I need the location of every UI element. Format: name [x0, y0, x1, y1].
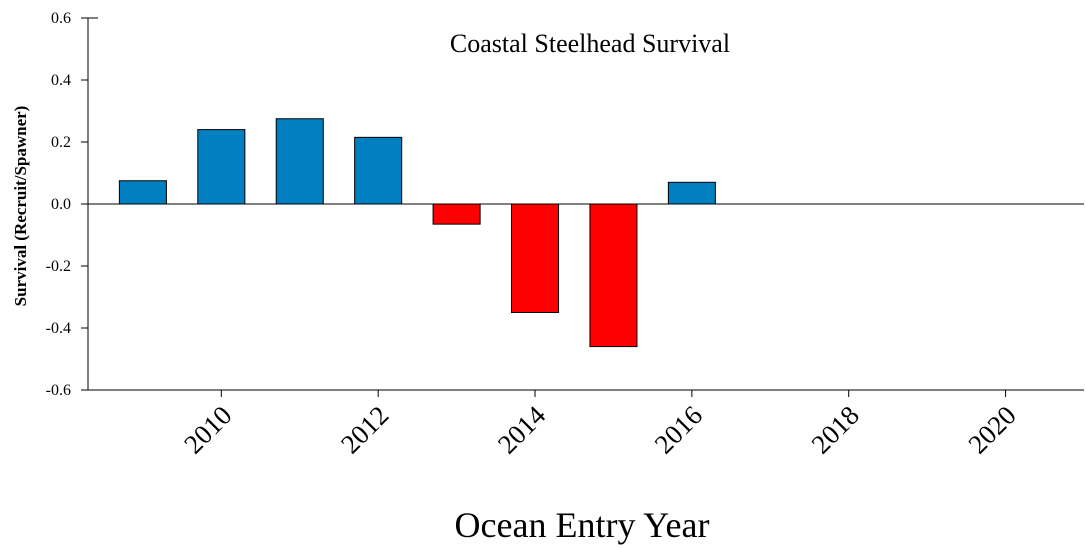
bar-2013	[432, 203, 481, 225]
bar-2011	[275, 118, 324, 205]
x-tick-label: 2010	[178, 400, 237, 459]
x-tick-label: 2018	[806, 400, 865, 459]
bar-2012	[354, 136, 403, 205]
x-tick-label: 2020	[962, 400, 1021, 459]
bar-2014	[510, 203, 560, 313]
y-tick-label: -0.4	[46, 320, 71, 337]
y-tick-label: -0.6	[46, 382, 71, 399]
y-tick-label: 0.6	[51, 10, 71, 27]
bar-2016	[667, 181, 716, 205]
x-axis-label: Ocean Entry Year	[455, 505, 710, 545]
x-tick-label: 2012	[335, 400, 394, 459]
chart-title: Coastal Steelhead Survival	[450, 29, 730, 58]
y-tick-label: 0.2	[51, 134, 71, 151]
bar-2009	[118, 180, 167, 205]
bars-group	[118, 118, 716, 348]
y-tick-label: -0.2	[46, 258, 71, 275]
y-axis-label: Survival (Recruit/Spawner)	[11, 106, 30, 307]
bar-2015	[589, 203, 638, 348]
y-tick-label: 0.4	[51, 72, 71, 89]
bar-2010	[197, 129, 246, 205]
x-tick-label: 2014	[492, 400, 552, 460]
y-ticks: -0.6 -0.4 -0.2 0.0 0.2 0.4 0.6	[46, 10, 88, 399]
x-tick-label: 2016	[649, 400, 708, 459]
x-ticks: 2010 2012 2014 2016 2018 2020	[178, 390, 1022, 459]
y-tick-label: 0.0	[51, 196, 71, 213]
